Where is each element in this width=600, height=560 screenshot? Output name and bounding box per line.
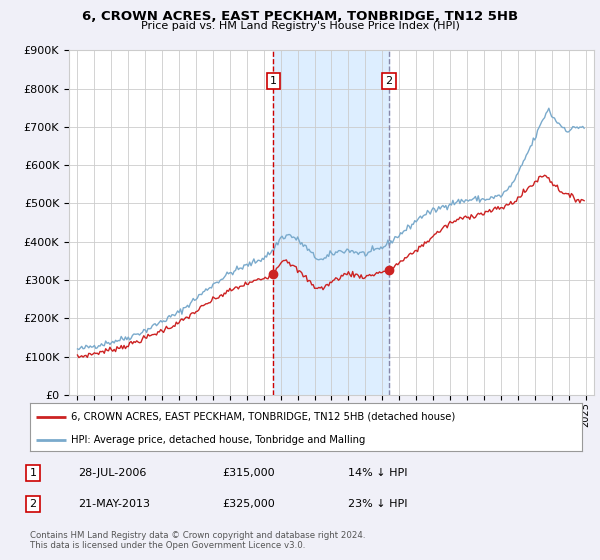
Text: £315,000: £315,000: [222, 468, 275, 478]
Text: 14% ↓ HPI: 14% ↓ HPI: [348, 468, 407, 478]
Text: HPI: Average price, detached house, Tonbridge and Malling: HPI: Average price, detached house, Tonb…: [71, 435, 366, 445]
Text: 2: 2: [385, 76, 392, 86]
Text: 1: 1: [270, 76, 277, 86]
Text: Price paid vs. HM Land Registry's House Price Index (HPI): Price paid vs. HM Land Registry's House …: [140, 21, 460, 31]
Text: 23% ↓ HPI: 23% ↓ HPI: [348, 499, 407, 509]
Bar: [274, 50, 389, 395]
Text: 1: 1: [29, 468, 37, 478]
Text: 2: 2: [29, 499, 37, 509]
Text: 6, CROWN ACRES, EAST PECKHAM, TONBRIDGE, TN12 5HB: 6, CROWN ACRES, EAST PECKHAM, TONBRIDGE,…: [82, 10, 518, 23]
Text: £325,000: £325,000: [222, 499, 275, 509]
Text: 21-MAY-2013: 21-MAY-2013: [78, 499, 150, 509]
Text: 6, CROWN ACRES, EAST PECKHAM, TONBRIDGE, TN12 5HB (detached house): 6, CROWN ACRES, EAST PECKHAM, TONBRIDGE,…: [71, 412, 455, 422]
Text: 28-JUL-2006: 28-JUL-2006: [78, 468, 146, 478]
Text: Contains HM Land Registry data © Crown copyright and database right 2024.
This d: Contains HM Land Registry data © Crown c…: [30, 531, 365, 550]
